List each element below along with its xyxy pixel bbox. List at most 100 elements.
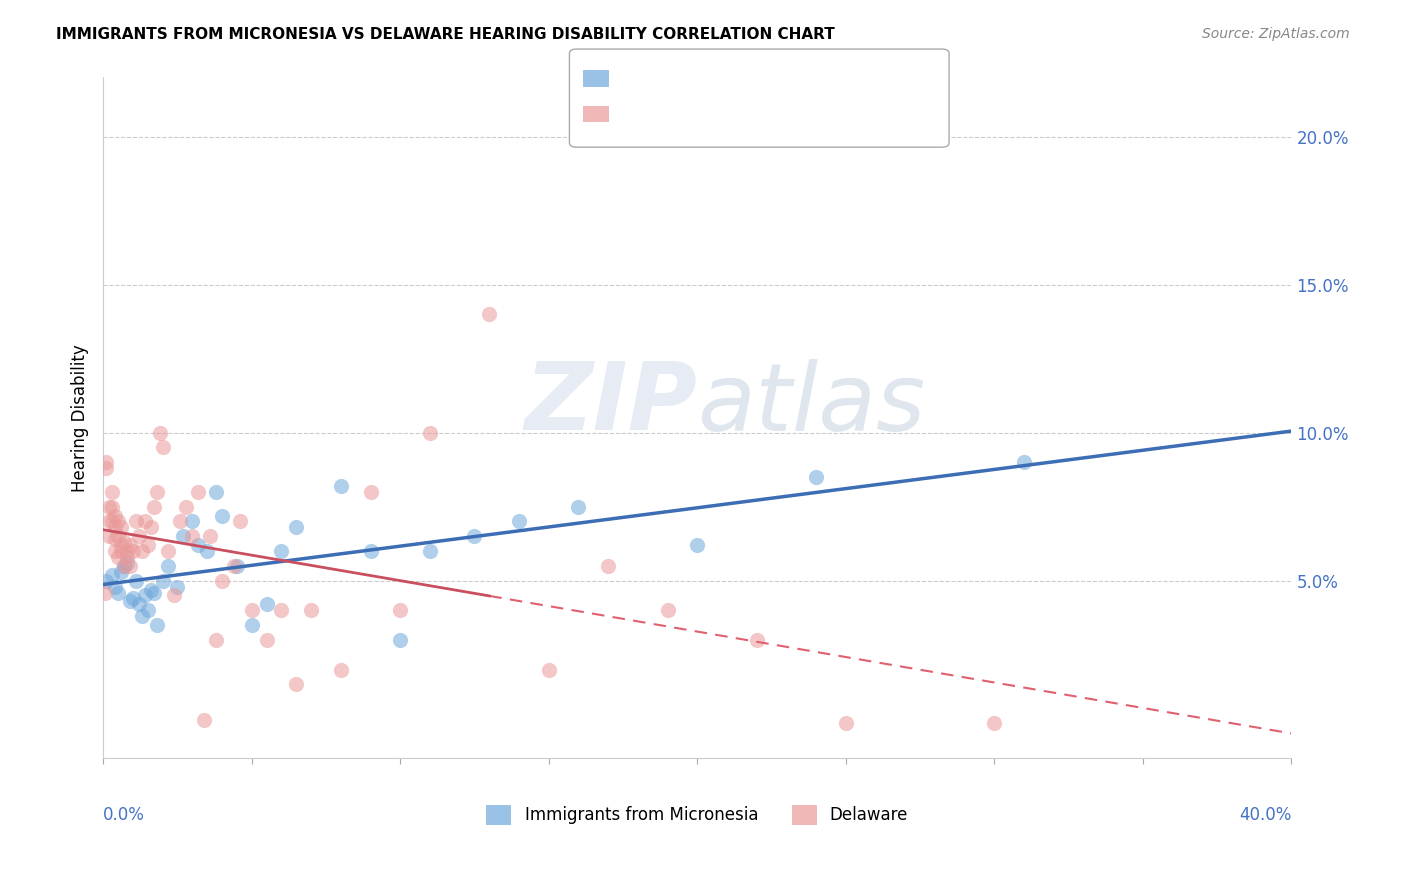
Text: atlas: atlas	[697, 359, 925, 450]
Text: R =: R =	[616, 71, 652, 89]
Point	[112, 558, 135, 573]
Point	[835, 715, 858, 730]
Point	[270, 544, 292, 558]
Point	[104, 520, 127, 534]
Point	[121, 591, 143, 606]
Point	[419, 425, 441, 440]
Point	[256, 632, 278, 647]
Point	[229, 515, 252, 529]
Point	[598, 558, 620, 573]
Point	[139, 520, 162, 534]
Point	[125, 574, 148, 588]
Point	[187, 538, 209, 552]
Point	[101, 515, 124, 529]
Point	[104, 508, 127, 523]
Point	[222, 558, 245, 573]
Y-axis label: Hearing Disability: Hearing Disability	[72, 344, 89, 491]
Point	[98, 515, 121, 529]
Point	[107, 515, 129, 529]
Point	[285, 520, 308, 534]
Point	[134, 589, 156, 603]
Point	[657, 603, 679, 617]
Point	[567, 500, 589, 514]
Point	[804, 470, 827, 484]
Point	[131, 544, 153, 558]
Point	[745, 632, 768, 647]
Point	[205, 484, 228, 499]
Point	[101, 484, 124, 499]
Text: 0.390: 0.390	[654, 71, 706, 89]
Point	[145, 618, 167, 632]
Point	[118, 558, 141, 573]
Point	[142, 585, 165, 599]
Point	[181, 529, 204, 543]
Point	[110, 520, 132, 534]
Point	[389, 603, 412, 617]
Point	[176, 500, 198, 514]
Point	[419, 544, 441, 558]
Point	[128, 598, 150, 612]
Point	[205, 632, 228, 647]
Point	[107, 585, 129, 599]
Point	[169, 515, 191, 529]
Point	[136, 538, 159, 552]
Point	[187, 484, 209, 499]
Point	[193, 713, 215, 727]
Point	[115, 556, 138, 570]
Point	[198, 529, 221, 543]
Point	[508, 515, 530, 529]
Point	[299, 603, 322, 617]
Point	[104, 580, 127, 594]
Point	[121, 544, 143, 558]
Point	[157, 558, 180, 573]
Point	[181, 515, 204, 529]
Point	[240, 618, 263, 632]
Point	[98, 529, 121, 543]
Point	[110, 544, 132, 558]
Point	[112, 558, 135, 573]
Point	[240, 603, 263, 617]
Point	[101, 500, 124, 514]
Point	[211, 508, 233, 523]
Point	[145, 484, 167, 499]
Point	[94, 574, 117, 588]
Legend: Immigrants from Micronesia, Delaware: Immigrants from Micronesia, Delaware	[479, 798, 915, 831]
Point	[142, 500, 165, 514]
Text: Source: ZipAtlas.com: Source: ZipAtlas.com	[1202, 27, 1350, 41]
Point	[195, 544, 218, 558]
Point	[329, 663, 352, 677]
Text: 64: 64	[752, 107, 775, 125]
Point	[94, 461, 117, 475]
Point	[329, 479, 352, 493]
Point	[270, 603, 292, 617]
Text: 0.144: 0.144	[654, 107, 706, 125]
Point	[104, 544, 127, 558]
Point	[93, 585, 115, 599]
Point	[211, 574, 233, 588]
Point	[1012, 455, 1035, 469]
Text: 40.0%: 40.0%	[1239, 806, 1292, 824]
Point	[225, 558, 247, 573]
Point	[128, 529, 150, 543]
Text: R =: R =	[616, 107, 652, 125]
Text: ZIP: ZIP	[524, 359, 697, 450]
Text: IMMIGRANTS FROM MICRONESIA VS DELAWARE HEARING DISABILITY CORRELATION CHART: IMMIGRANTS FROM MICRONESIA VS DELAWARE H…	[56, 27, 835, 42]
Text: N =: N =	[717, 107, 754, 125]
Point	[148, 425, 170, 440]
Point	[98, 500, 121, 514]
Point	[285, 677, 308, 691]
Text: 41: 41	[752, 71, 775, 89]
Point	[537, 663, 560, 677]
Point	[107, 529, 129, 543]
Point	[389, 632, 412, 647]
Point	[134, 515, 156, 529]
Point	[139, 582, 162, 597]
Point	[136, 603, 159, 617]
Point	[686, 538, 709, 552]
Point	[118, 594, 141, 608]
Point	[131, 609, 153, 624]
Point	[152, 441, 174, 455]
Point	[115, 549, 138, 564]
Point	[152, 574, 174, 588]
Point	[157, 544, 180, 558]
